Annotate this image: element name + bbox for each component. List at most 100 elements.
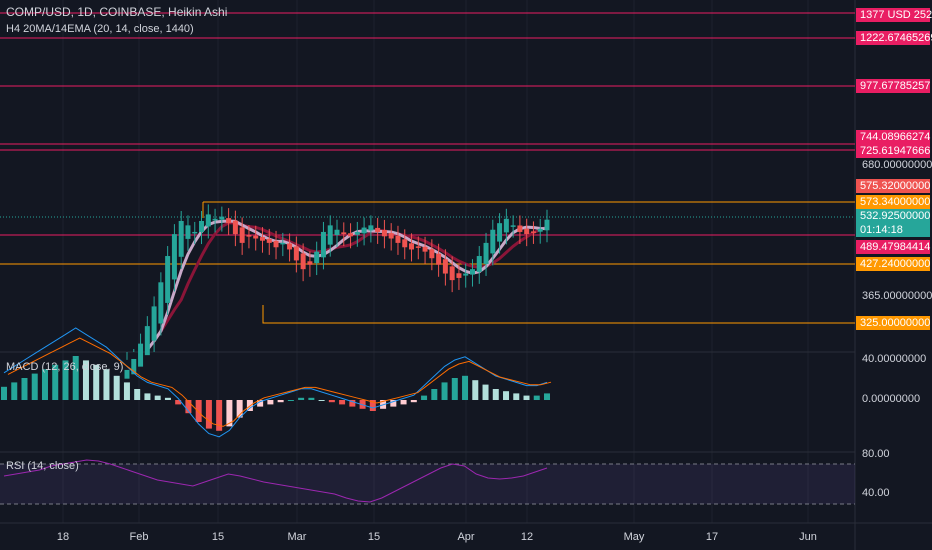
candle [327,225,333,245]
macd-bar [544,393,550,400]
candle [442,259,448,274]
candle [246,235,252,237]
macd-bar [492,389,499,400]
price-tag: 01:14:18 [856,223,930,237]
indicator-legend[interactable]: H4 20MA/14EMA (20, 14, close, 1440) [6,23,194,35]
grid [62,0,809,523]
macd-bar [523,395,530,400]
ma-line [146,219,548,351]
macd-bar [441,382,448,400]
candle [388,233,394,239]
time-axis-label: 15 [211,531,225,543]
rsi-legend[interactable]: RSI (14, close) [6,460,79,472]
candle [124,369,130,379]
macd-bar [298,397,305,400]
macd-bar [1,386,7,400]
macd-bar [216,400,223,431]
candle [341,232,347,235]
candle [280,242,286,245]
candle [253,235,259,239]
price-tag: 977.67785257 [856,79,930,93]
candle [537,228,543,232]
symbol-legend[interactable]: COMP/USD, 1D, COINBASE, Heikin Ashi [6,5,228,19]
price-tag: 1222.67465269 [856,31,932,45]
macd-bar [123,382,130,400]
candle [259,237,265,241]
range-bottom-line [262,305,855,324]
candle [239,227,245,243]
candle [232,220,238,235]
candle [314,251,320,264]
candle [469,269,475,275]
macd-legend[interactable]: MACD (12, 26, close, 9) [6,361,124,373]
macd-bar [287,400,294,401]
time-axis-label: 17 [705,531,719,543]
time-axis-label: Apr [457,531,475,543]
candle [334,229,340,236]
candle [307,261,313,265]
candle [287,243,293,250]
macd-bar [72,356,79,400]
price-tag: 575.32000000 [856,179,930,193]
macd-bar [482,384,489,400]
candle [293,246,299,261]
candles [124,204,550,379]
candle [409,243,415,250]
macd-bar [349,400,356,407]
candle [158,282,164,324]
rsi-axis-label: 80.00 [862,448,890,460]
macd-bar [164,397,171,400]
macd-bar [421,395,428,400]
candle [192,231,198,234]
candle [483,242,489,264]
candle [151,306,157,341]
macd-bar [154,395,161,400]
horizontal-levels [0,12,855,265]
candle [361,227,367,234]
macd-bar [410,400,417,403]
candle [219,216,225,220]
candle [131,358,137,375]
candle [205,214,211,227]
macd-bar [31,373,38,400]
candle [138,343,144,367]
macd-bar [462,375,469,400]
macd-bar [205,400,212,429]
candle [354,231,360,235]
candle [530,231,536,233]
price-tag: 325.00000000 [856,316,930,330]
macd-bar [400,400,407,405]
price-axis-label: 365.00000000 [862,290,932,302]
macd-bar [21,378,28,400]
candle [544,219,550,231]
candle [368,225,374,231]
candle [266,238,272,243]
macd-bar [175,400,182,405]
price-tag: 427.24000000 [856,257,930,271]
candle [524,228,530,235]
time-axis-label: Jun [799,531,817,543]
candle [375,227,381,232]
price-axis-label: 680.00000000 [862,159,932,171]
signal-line [7,337,552,427]
macd-histogram [1,356,550,431]
price-tag: 532.92500000 [856,209,930,223]
candle [463,273,469,276]
macd-bar [277,400,284,403]
macd-bar [513,393,520,400]
candle [320,231,326,258]
macd-line [3,327,548,438]
macd-bar [236,400,243,418]
macd-bar [41,369,48,400]
rsi-band [0,464,855,504]
candle [199,220,205,233]
macd-bar [134,389,141,400]
macd-bar [328,400,335,403]
candle [517,225,523,232]
macd-axis-label: 40.00000000 [862,353,927,365]
candle [476,256,482,272]
time-axis-label: 18 [56,531,70,543]
macd-bar [390,400,397,407]
candle [178,220,184,257]
